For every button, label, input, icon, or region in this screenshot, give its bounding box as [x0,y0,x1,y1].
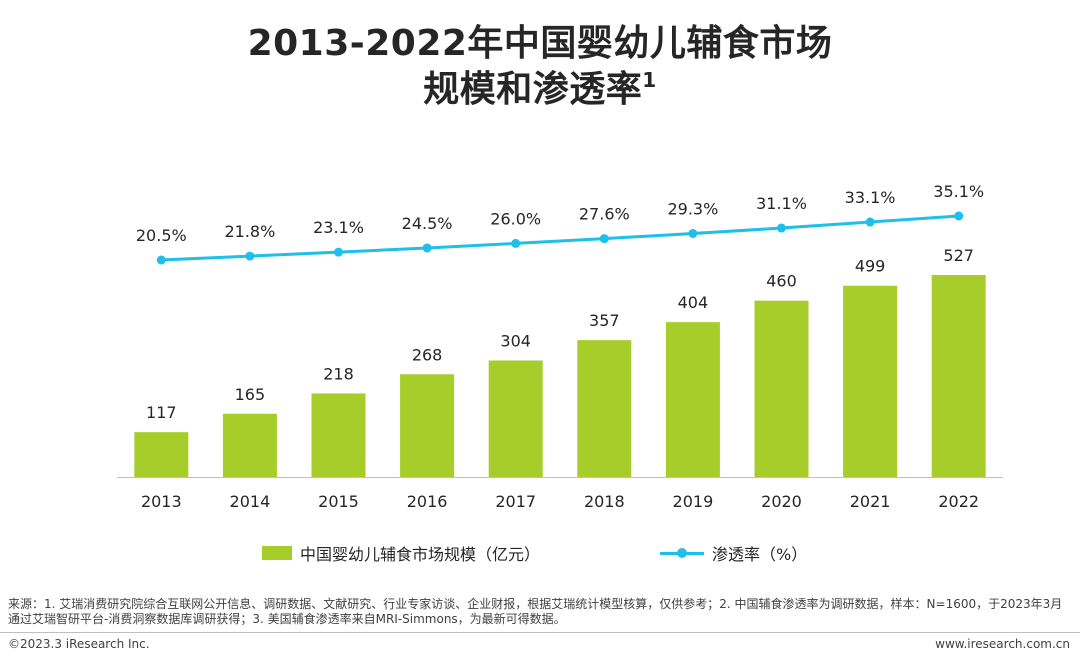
bar-value-label-2016: 268 [412,345,443,364]
bar-value-label-2014: 165 [235,385,266,404]
bar-2013 [134,432,189,477]
bar-value-label-2013: 117 [146,403,177,422]
line-point-2018 [599,234,609,244]
bar-value-label-2019: 404 [678,293,709,312]
footer-divider [0,632,1080,633]
x-tick-label-2019: 2019 [673,492,714,511]
x-tick-label-2016: 2016 [407,492,448,511]
line-value-label-2022: 35.1% [933,182,984,201]
bar-value-label-2017: 304 [500,331,531,350]
x-tick-label-2018: 2018 [584,492,625,511]
x-tick-label-2021: 2021 [850,492,891,511]
title-footnote-marker: 1 [642,68,657,92]
legend-line-item: 渗透率（%） [660,541,807,565]
bar-2017 [488,360,543,477]
line-value-label-2020: 31.1% [756,194,807,213]
line-value-label-2013: 20.5% [136,226,187,245]
x-tick-label-2022: 2022 [938,492,979,511]
x-tick-label-2015: 2015 [318,492,359,511]
line-point-2019 [688,228,698,238]
line-value-label-2015: 23.1% [313,218,364,237]
copyright-text: ©2023.3 iResearch Inc. [8,637,150,651]
x-tick-label-2013: 2013 [141,492,182,511]
line-value-label-2018: 27.6% [579,205,630,224]
source-footnote: 来源：1. 艾瑞消费研究院综合互联网公开信息、调研数据、文献研究、行业专家访谈、… [8,597,1063,626]
combo-chart: 117 2013 165 2014 218 2015 268 2016 304 2017 357 20… [117,182,1003,511]
bar-2022 [931,275,986,477]
line-point-2017 [511,238,521,248]
line-point-2016 [422,243,432,253]
line-point-2015 [334,247,343,257]
x-tick-label-2020: 2020 [761,492,802,511]
bar-2014 [222,413,277,477]
line-point-2022 [954,211,964,221]
line-point-2021 [865,217,875,227]
bar-2018 [577,340,632,477]
line-value-label-2019: 29.3% [667,199,718,218]
bar-value-label-2022: 527 [943,246,974,265]
line-value-label-2021: 33.1% [845,188,896,207]
line-point-2013 [156,255,166,265]
x-tick-label-2014: 2014 [230,492,271,511]
chart-title-line2: 规模和渗透率1 [0,60,1080,112]
legend-bar-item: 中国婴幼儿辅食市场规模（亿元） [262,541,540,565]
bar-2015 [311,393,366,477]
line-value-label-2014: 21.8% [224,222,275,241]
legend-line-label: 渗透率（%） [712,545,808,564]
chart-title-line1: 2013-2022年中国婴幼儿辅食市场 [247,23,833,64]
legend-line-marker [660,546,704,560]
bar-2021 [843,285,898,477]
bar-value-label-2021: 499 [855,257,886,276]
line-value-label-2016: 24.5% [402,214,453,233]
legend-bar-swatch [262,546,292,560]
x-tick-label-2017: 2017 [495,492,536,511]
line-point-2020 [777,223,786,233]
penetration-line [161,214,959,262]
bar-value-label-2020: 460 [766,272,797,291]
bar-2020 [754,300,809,477]
website-link[interactable]: www.iresearch.com.cn [935,637,1070,651]
bar-2016 [400,374,455,477]
bar-value-label-2018: 357 [589,311,620,330]
chart-title-line2-text: 规模和渗透率 [423,69,643,110]
bar-2019 [665,322,720,477]
legend-bar-label: 中国婴幼儿辅食市场规模（亿元） [300,545,541,564]
line-point-2014 [245,251,255,261]
bar-value-label-2015: 218 [323,364,354,383]
line-value-label-2017: 26.0% [490,209,541,228]
